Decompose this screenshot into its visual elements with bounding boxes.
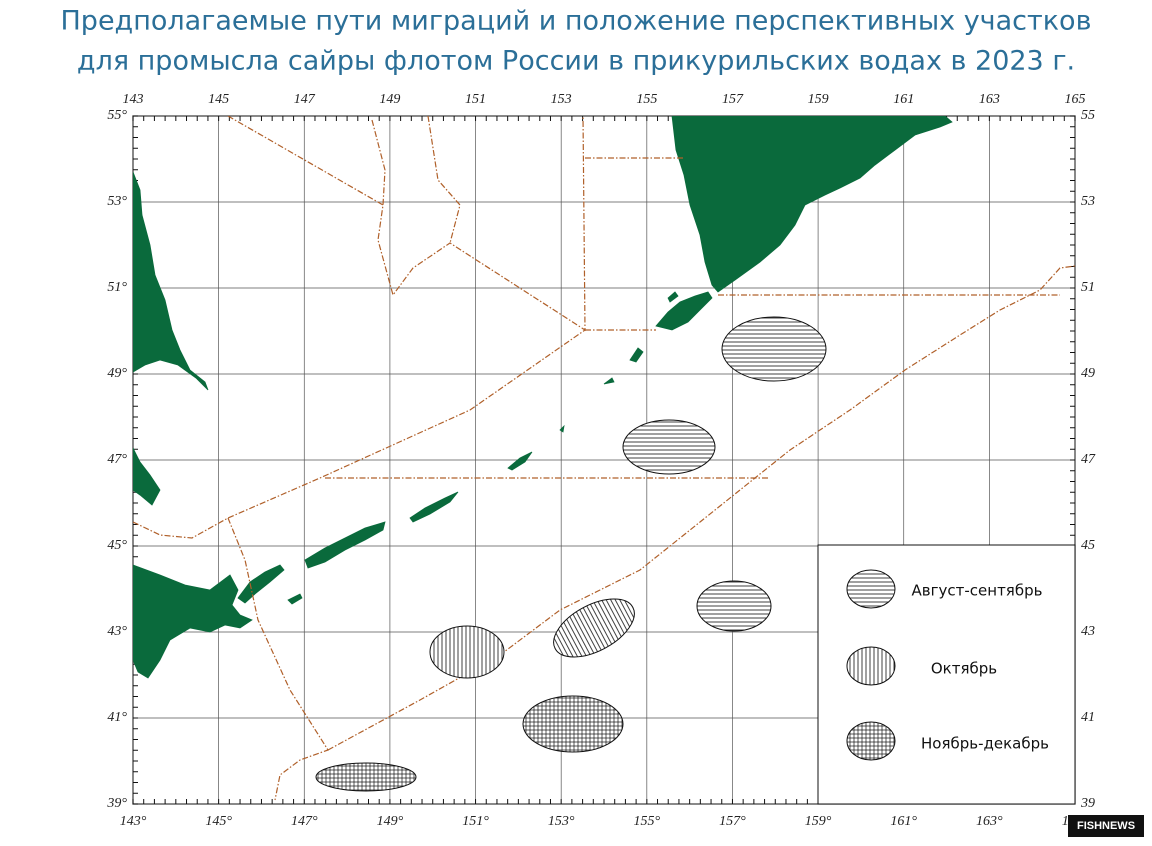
lat-label-left: 41° <box>107 710 127 725</box>
boundary <box>427 116 461 244</box>
lon-label-bottom: 153° <box>548 814 575 829</box>
lat-label-left: 45° <box>107 538 127 553</box>
lat-label-left: 53° <box>107 194 127 209</box>
watermark-box <box>1068 815 1144 837</box>
lat-label-left: 51° <box>107 280 127 295</box>
lon-label-top: 153 <box>551 92 572 107</box>
legend-label: Ноябрь-декабрь <box>921 735 1049 753</box>
legend-label: Август-сентябрь <box>912 582 1043 600</box>
boundary <box>371 119 386 206</box>
lon-label-top: 163 <box>979 92 1000 107</box>
lat-label-left: 47° <box>107 452 127 467</box>
lat-label-left: 43° <box>107 624 127 639</box>
lat-label-right: 55 <box>1081 108 1095 123</box>
lat-label-right: 51 <box>1081 280 1095 295</box>
zone-nov-dec <box>315 762 417 792</box>
lon-label-bottom: 149° <box>377 814 404 829</box>
lat-label-left: 49° <box>107 366 127 381</box>
sakhalin-south <box>133 447 161 506</box>
lat-label-right: 53 <box>1081 194 1095 209</box>
zone-nov-dec <box>522 695 624 753</box>
lon-label-bottom: 155° <box>634 814 661 829</box>
legend-label: Октябрь <box>931 660 997 678</box>
lon-label-top: 147 <box>294 92 316 107</box>
zone-aug-sep <box>622 419 716 475</box>
lat-label-right: 39 <box>1080 796 1095 811</box>
boundary <box>227 116 586 332</box>
boundary <box>133 329 586 539</box>
lon-label-bottom: 161° <box>890 814 917 829</box>
boundary <box>327 265 1075 751</box>
lat-label-left: 39° <box>106 796 127 811</box>
map-content <box>133 116 1075 801</box>
legend-swatch <box>846 569 896 609</box>
kamchatka <box>671 116 953 293</box>
lon-label-top: 145 <box>208 92 229 107</box>
zone-aug-sep <box>721 316 827 382</box>
lat-label-right: 47 <box>1081 452 1096 467</box>
lon-label-top: 165 <box>1065 92 1086 107</box>
zone-october <box>553 598 635 658</box>
hokkaido <box>133 564 253 679</box>
lon-label-top: 157 <box>722 92 744 107</box>
legend-swatch <box>846 721 896 761</box>
title-line: для промысла сайры флотом России в прику… <box>77 46 1075 77</box>
lon-label-bottom: 145° <box>205 814 232 829</box>
lon-label-top: 149 <box>379 92 400 107</box>
kuril-islands <box>237 291 713 605</box>
lon-label-top: 159 <box>808 92 829 107</box>
sakhalin <box>133 171 209 391</box>
boundary <box>227 517 329 801</box>
lat-label-right: 45 <box>1081 538 1095 553</box>
lat-label-right: 43 <box>1081 624 1095 639</box>
legend: Август-сентябрь Октябрь Ноябрь-декабрь <box>817 544 1076 805</box>
lon-label-top: 161 <box>893 92 914 107</box>
lon-label-bottom: 151° <box>462 814 489 829</box>
lon-label-bottom: 157° <box>719 814 746 829</box>
lat-label-left: 55° <box>107 108 127 123</box>
lon-label-top: 155 <box>636 92 657 107</box>
lon-label-top: 143 <box>123 92 144 107</box>
lat-label-right: 41 <box>1081 710 1095 725</box>
zone-october <box>429 625 505 679</box>
lon-label-bottom: 159° <box>805 814 832 829</box>
lon-label-bottom: 147° <box>291 814 318 829</box>
zone-aug-sep <box>696 580 772 632</box>
lon-label-top: 151 <box>465 92 486 107</box>
watermark: FISHNEWS <box>1077 820 1135 832</box>
lon-label-bottom: 143° <box>120 814 147 829</box>
lon-label-bottom: 163° <box>976 814 1003 829</box>
lat-label-right: 49 <box>1081 366 1095 381</box>
legend-swatch <box>846 646 896 686</box>
title-line: Предполагаемые пути миграций и положение… <box>61 6 1092 37</box>
